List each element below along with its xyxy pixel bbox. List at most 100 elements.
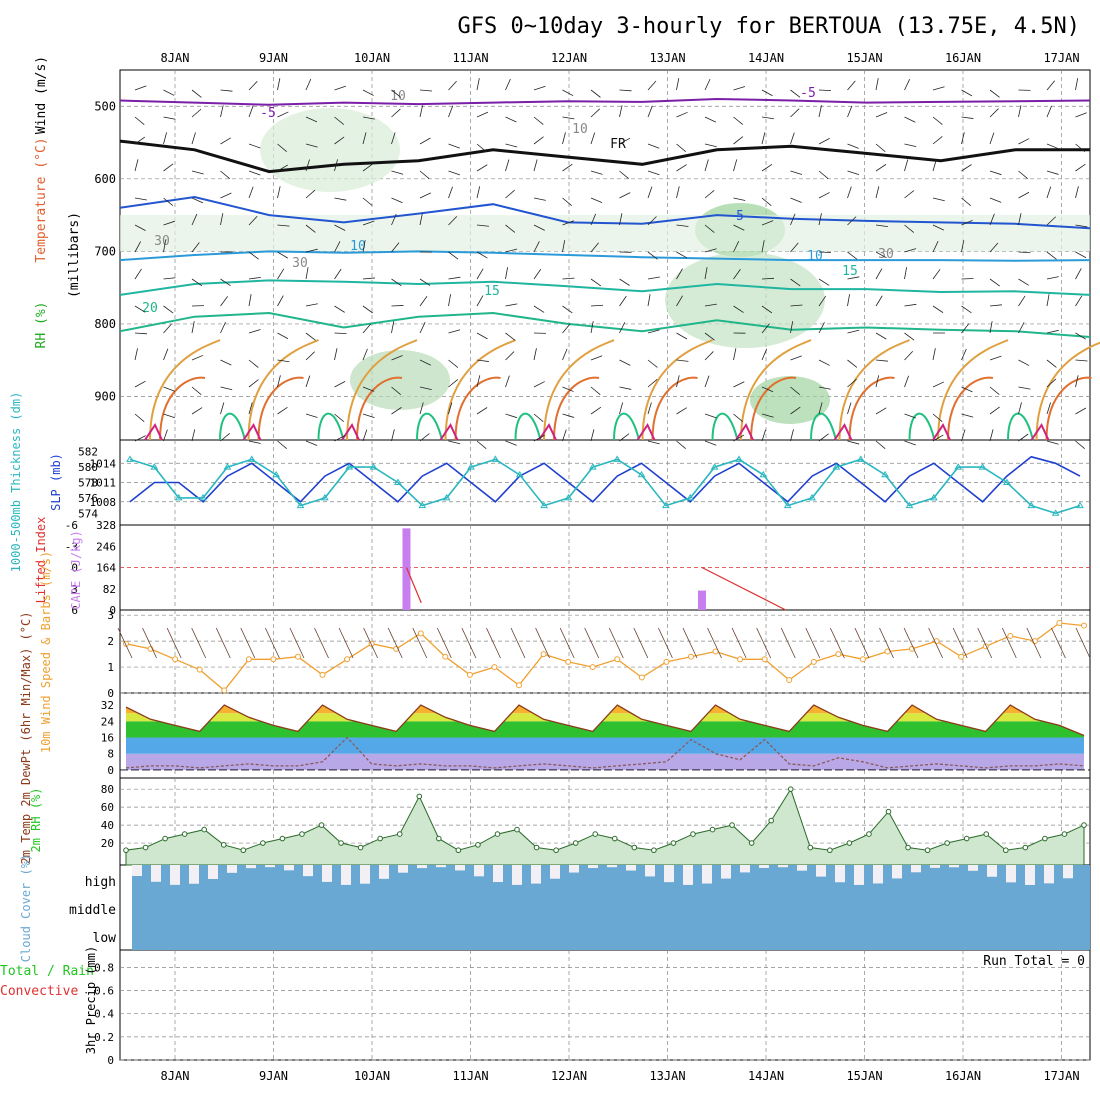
cloud-clear-block [892, 865, 902, 879]
pressure-tick: 500 [94, 99, 116, 113]
wind-barb [875, 78, 879, 91]
wind-barb [391, 132, 396, 145]
cloud-clear-block [911, 865, 921, 873]
wind-barb [818, 359, 830, 366]
wind-barb [676, 375, 680, 388]
wind-barb [134, 159, 139, 172]
isotherm-30 [947, 376, 994, 441]
wind-barb [704, 224, 715, 233]
wind-barb [590, 429, 595, 442]
wind-barb [220, 137, 231, 145]
cloud-clear-block [436, 865, 446, 868]
wind10-point [614, 656, 621, 663]
wind-barb [334, 381, 346, 388]
wind-barb [448, 80, 457, 91]
wind-barb [904, 79, 911, 91]
wind10-point [294, 653, 301, 660]
rh-shade [665, 252, 825, 348]
wind-barb [590, 386, 601, 395]
wind-barb [248, 186, 254, 199]
wind-barb [961, 132, 965, 145]
wind-barb [362, 305, 373, 314]
cloud-clear-block [645, 865, 655, 877]
cloud-clear-block [1044, 865, 1054, 884]
temp-band [126, 721, 1084, 738]
precip-legend-convective: Convective [0, 984, 78, 999]
wind10-barb [215, 627, 231, 659]
rh-point [631, 844, 638, 851]
wind-barb [989, 132, 995, 145]
wind10-barb [903, 627, 919, 659]
contour-label: 20 [142, 301, 158, 316]
thickness-point [1003, 478, 1011, 485]
wind-barb [761, 163, 773, 172]
wind-barb [904, 224, 915, 233]
wind-barb [362, 429, 368, 442]
cape-bar [697, 590, 706, 610]
contour-label: 10 [572, 122, 588, 137]
thickness-point [272, 470, 281, 478]
wind10-point [442, 653, 449, 660]
wind-barb [277, 268, 285, 280]
wind-barb [134, 332, 148, 335]
wind-barb [1046, 359, 1057, 368]
wind-barb [761, 277, 775, 280]
rh-point [1022, 844, 1029, 851]
wind10-point [319, 671, 326, 678]
wind-barb [676, 407, 687, 415]
wind-barb [761, 348, 768, 361]
isotherm-35 [735, 422, 754, 441]
thickness-point [978, 463, 987, 470]
thickness-point [588, 463, 597, 470]
contour-label: -5 [260, 106, 276, 121]
cloud-clear-block [151, 865, 161, 882]
wind10-point [737, 656, 744, 663]
wind-barb [334, 413, 344, 423]
wind-barb [505, 413, 518, 419]
wind-barb [590, 132, 596, 145]
ua-ylabel: Temperature (°C) [34, 137, 49, 262]
wind10-point [417, 630, 424, 637]
precip-tick: 0 [107, 1054, 114, 1067]
wind-barb [1075, 268, 1082, 280]
wind-barb [590, 406, 602, 415]
cloud-clear-block [493, 865, 503, 883]
wind-barb [761, 132, 766, 145]
wind-barb [305, 78, 312, 91]
wind10-barb [1075, 627, 1091, 659]
rh-point [377, 835, 383, 842]
chart-title: GFS 0~10day 3-hourly for BERTOUA (13.75E… [457, 14, 1080, 39]
wind-barb [562, 197, 573, 206]
wind-barb [391, 429, 395, 442]
wind-barb [761, 220, 774, 226]
rh-point [670, 840, 677, 846]
contour-label: 10 [350, 239, 366, 254]
wind-barb [818, 402, 823, 415]
wind-barb [647, 402, 652, 415]
cloud-clear-block [398, 865, 408, 873]
wind-barb [448, 170, 460, 176]
temp-tick: 16 [101, 732, 114, 745]
wind-barb [1046, 378, 1057, 388]
wind-barb [163, 413, 176, 419]
cloud-clear-block [227, 865, 237, 873]
wind-barb [904, 143, 917, 148]
wind-barb [676, 78, 680, 91]
wind-barb [875, 143, 886, 152]
date-label-top: 17JAN [1043, 51, 1079, 65]
wind10-point [589, 664, 596, 671]
cape-tick: 246 [96, 540, 116, 553]
cloud-clear-block [379, 865, 389, 879]
wind-tick: 1 [107, 661, 114, 674]
wind-barb [1075, 186, 1079, 199]
wind-barb [248, 170, 261, 176]
wind-barb [875, 164, 887, 172]
wind-barb [505, 248, 518, 253]
wind-barb [847, 402, 852, 415]
thickness-point [296, 501, 305, 509]
wind-barb [847, 378, 857, 388]
wind-barb [419, 137, 431, 145]
date-label-bottom: 12JAN [551, 1069, 587, 1083]
wind-barb [448, 186, 453, 199]
wind10-barb [117, 627, 133, 659]
